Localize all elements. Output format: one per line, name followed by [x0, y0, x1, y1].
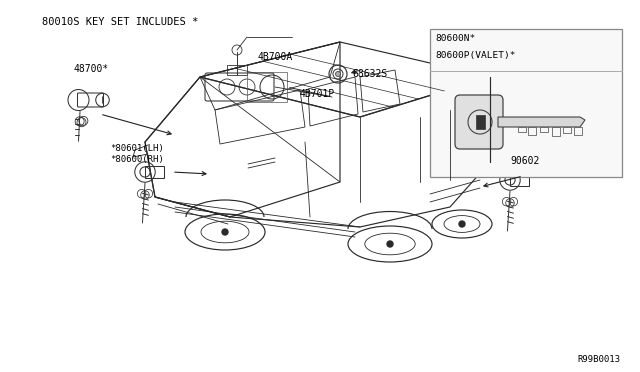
Circle shape [335, 71, 340, 77]
Bar [574, 127, 582, 135]
Text: *80600(RH): *80600(RH) [110, 154, 164, 164]
Circle shape [222, 229, 228, 235]
Text: 48700*: 48700* [74, 64, 109, 74]
Bar [518, 127, 526, 132]
Bar [510, 174, 529, 186]
Text: *80601(LH): *80601(LH) [110, 144, 164, 153]
Polygon shape [498, 117, 585, 127]
Bar [528, 127, 536, 135]
Circle shape [387, 241, 393, 247]
Text: R99B0013: R99B0013 [577, 355, 620, 364]
Bar [227, 65, 247, 75]
Text: 4B701P: 4B701P [300, 89, 335, 99]
Bar [540, 127, 548, 132]
Text: 80600P(VALET)*: 80600P(VALET)* [435, 51, 515, 60]
Text: 4B700A: 4B700A [258, 52, 293, 62]
Circle shape [459, 221, 465, 227]
FancyBboxPatch shape [455, 95, 503, 149]
Text: 68632S: 68632S [352, 69, 387, 79]
Bar [476, 115, 485, 129]
Bar [145, 166, 164, 178]
Text: 80600N*: 80600N* [435, 34, 476, 43]
Text: 80010S KEY SET INCLUDES *: 80010S KEY SET INCLUDES * [42, 17, 198, 27]
Bar [563, 127, 571, 133]
Bar [552, 127, 560, 136]
Text: 90602: 90602 [510, 156, 540, 166]
Bar [430, 29, 622, 177]
